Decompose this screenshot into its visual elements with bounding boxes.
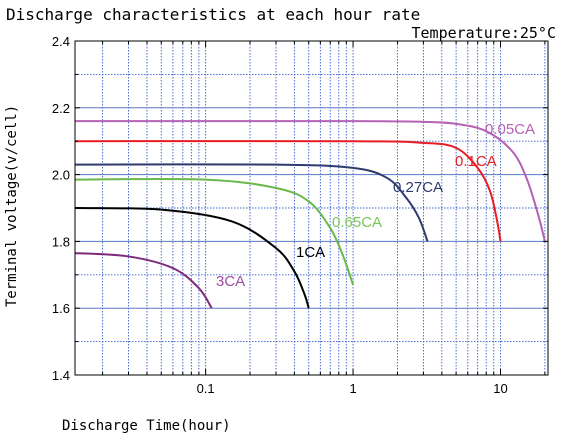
series-labels: 0.05CA 0.1CA 0.27CA 0.65CA 1CA 3CA: [216, 121, 535, 290]
y-tick-label: 2.4: [52, 34, 70, 49]
x-axis-label: Discharge Time(hour): [62, 418, 231, 434]
series-label-3CA: 3CA: [216, 273, 245, 290]
series-lines: [74, 120, 546, 309]
tick-labels: 1.4 1.6 1.8 2.0 2.2 2.4 0.1 1 10: [52, 34, 508, 396]
series-line-0_1CA: [74, 140, 502, 242]
x-tick-label: 0.1: [197, 381, 215, 396]
series-line-0_65CA: [74, 177, 355, 286]
y-tick-label: 1.4: [52, 368, 70, 383]
chart-title: Discharge characteristics at each hour r…: [6, 5, 420, 24]
series-label-0_05CA: 0.05CA: [485, 121, 535, 138]
series-line-0_05CA: [74, 120, 546, 242]
temperature-annotation: Temperature:25°C: [412, 24, 557, 42]
y-tick-label: 2.2: [52, 101, 70, 116]
series-line-3CA: [74, 252, 213, 309]
tick-marks: [75, 40, 548, 376]
series-label-0_27CA: 0.27CA: [393, 179, 443, 196]
series-line-0_27CA: [74, 163, 429, 242]
x-tick-label: 1: [349, 381, 356, 396]
series-line-1CA: [74, 207, 310, 309]
y-axis-label: Terminal voltage(v/cell): [4, 105, 20, 307]
series-label-0_1CA: 0.1CA: [455, 153, 497, 170]
y-tick-label: 2.0: [52, 168, 70, 183]
x-tick-label: 10: [493, 381, 507, 396]
y-tick-label: 1.6: [52, 301, 70, 316]
series-label-1CA: 1CA: [296, 244, 325, 261]
y-tick-label: 1.8: [52, 234, 70, 249]
series-label-0_65CA: 0.65CA: [332, 214, 382, 231]
